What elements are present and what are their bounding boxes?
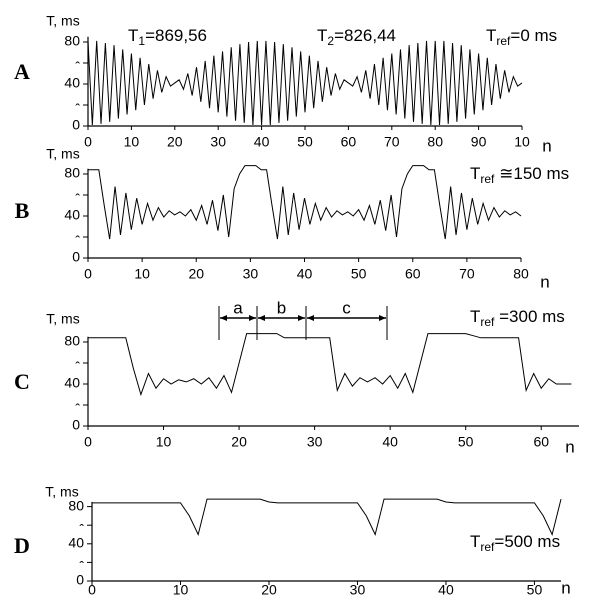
x-tick-label: 10 [156,434,172,450]
y-tick-label: 0 [72,249,80,265]
x-tick-label: 50 [351,266,367,282]
annotation: Tref=500 ms [470,532,560,554]
segment-label: b [277,298,286,317]
x-tick-label: 20 [188,266,204,282]
x-tick-label: 50 [458,434,474,450]
x-tick-label: 20 [261,582,277,595]
y-tick-label: ˆ [75,101,80,117]
x-tick-label: 60 [341,134,357,150]
y-tick-label: 80 [64,33,80,49]
x-tick-label: 40 [254,134,270,150]
y-tick-label: 0 [72,117,80,133]
annotation-rest: =500 ms [494,532,560,551]
x-tick-label: 0 [84,434,92,450]
x-tick-label: 10 [124,134,140,150]
annotation-rest: =869,56 [145,26,207,45]
panel-letter: D [14,533,30,558]
x-tick-label: 20 [167,134,183,150]
annotation-rest: =300 ms [494,307,564,326]
annotation-rest: ≅150 ms [494,164,569,183]
annotation-main: T [317,26,327,45]
x-tick-label: 0 [88,582,96,595]
data-line [88,333,572,397]
annotation: Tref ≅150 ms [470,164,569,186]
y-tick-label: ˆ [75,401,80,417]
annotation-main: T [470,307,480,326]
annotation-rest: =826,44 [334,26,396,45]
annotation: T1=869,56 [128,26,207,48]
annotation: Tref=0 ms [486,26,557,48]
segment-label: c [342,298,351,317]
y-tick-label: ˆ [75,59,80,75]
x-tick-label: 50 [297,134,313,150]
y-tick-label: 40 [64,75,80,91]
annotation-main: T [470,164,480,183]
annotation-sub: ref [480,540,495,554]
y-tick-label: 40 [68,535,84,551]
annotation-sub: 2 [327,34,334,48]
x-tick-label: 20 [231,434,247,450]
annotation: Tref =300 ms [470,307,565,329]
annotation: T2=826,44 [317,26,396,48]
x-axis-label: n [565,437,574,456]
x-tick-label: 0 [84,266,92,282]
x-tick-label: 40 [382,434,398,450]
x-tick-label: 10 [173,582,189,595]
y-tick-label: ˆ [75,191,80,207]
x-tick-label: 70 [459,266,475,282]
y-axis-label: T, ms [46,13,79,29]
x-axis-label: n [542,136,551,155]
annotation-main: T [470,532,480,551]
annotation-sub: 1 [138,34,145,48]
y-axis-label: T, ms [45,484,78,500]
x-tick-label: 70 [384,134,400,150]
x-tick-label: 30 [210,134,226,150]
annotation-main: T [486,26,496,45]
y-tick-label: ˆ [75,233,80,249]
annotation-main: T [128,26,138,45]
y-tick-label: 0 [76,572,84,588]
x-tick-label: 80 [427,134,443,150]
panel-letter: A [14,59,30,84]
annotation-sub: ref [480,315,495,329]
x-tick-label: 0 [84,134,92,150]
x-tick-label: 40 [297,266,313,282]
x-tick-label: 10 [514,134,530,150]
x-tick-label: 80 [513,266,529,282]
y-axis-label: T, ms [46,146,79,162]
x-tick-label: 10 [134,266,150,282]
annotation-rest: =0 ms [510,26,557,45]
y-tick-label: ˆ [79,558,84,574]
x-axis-label: n [561,578,570,595]
annotation-sub: ref [480,172,495,186]
y-tick-label: 40 [64,207,80,223]
x-tick-label: 90 [471,134,487,150]
x-tick-label: 60 [533,434,549,450]
y-tick-label: 80 [68,497,84,513]
y-axis-label: T, ms [46,311,79,327]
segment-label: a [233,298,243,317]
data-line [87,40,523,125]
y-tick-label: 40 [64,375,80,391]
panel-letter: B [15,198,30,223]
x-tick-label: 40 [438,582,454,595]
data-line [88,165,522,240]
y-tick-label: 80 [64,165,80,181]
y-tick-label: 80 [64,333,80,349]
x-tick-label: 50 [527,582,543,595]
y-tick-label: 0 [72,417,80,433]
x-axis-label: n [540,272,549,291]
x-tick-label: 30 [243,266,259,282]
x-tick-label: 60 [405,266,421,282]
annotation-sub: ref [496,34,511,48]
y-tick-label: ˆ [79,521,84,537]
panel-letter: C [14,369,30,394]
x-tick-label: 30 [307,434,323,450]
data-line [92,498,562,536]
y-tick-label: ˆ [75,359,80,375]
x-tick-label: 30 [350,582,366,595]
